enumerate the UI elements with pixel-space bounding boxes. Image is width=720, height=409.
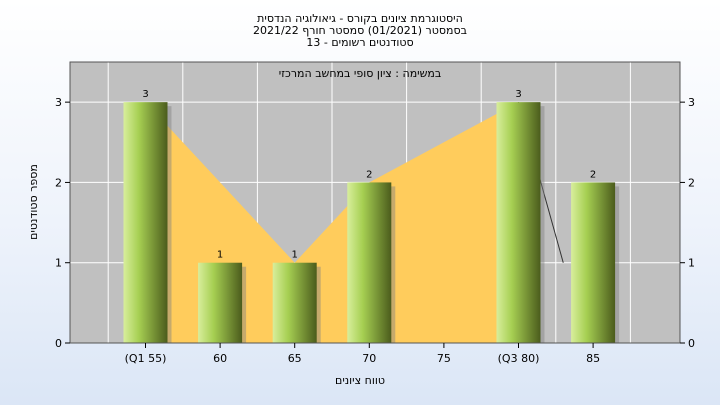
bar-value-label: 3	[515, 89, 521, 100]
bar	[123, 102, 168, 344]
title-line-1: היסטוגרמת ציונים בקורס - גיאולוגיה הנדסי…	[257, 12, 463, 25]
y-axis-label: מספר סטודנטים	[27, 164, 40, 240]
y-tick-label-right: 2	[688, 176, 695, 189]
bar-value-labels: 3 1 1 2 3 2	[142, 89, 596, 261]
bar-value-label: 1	[292, 250, 298, 261]
y-tick-label-left: 2	[55, 176, 62, 189]
y-tick-label-left: 3	[55, 96, 62, 109]
bar	[571, 182, 616, 343]
bar-value-label: 1	[217, 250, 223, 261]
y-tick-label-right: 3	[688, 96, 695, 109]
bar	[272, 262, 317, 343]
x-tick-label: 85	[586, 352, 600, 365]
title-line-2: בסמסטר (01/2021) סמסטר חורף 2021/22	[253, 24, 467, 37]
chart-subtitle: במשימה : ציון סופי במחשב המרכזי	[279, 67, 442, 80]
bar	[347, 182, 392, 343]
bar	[198, 262, 243, 343]
x-tick-label: 75	[437, 352, 451, 365]
chart-title: היסטוגרמת ציונים בקורס - גיאולוגיה הנדסי…	[253, 12, 467, 49]
bar-value-label: 3	[142, 89, 148, 100]
y-tick-label-right: 1	[688, 257, 695, 270]
y-axis-left: 0 1 2 3	[55, 96, 70, 350]
title-line-3: סטודנטים רשומים - 13	[306, 36, 413, 49]
x-axis-label: טווח ציונים	[335, 374, 385, 387]
plot-border	[69, 61, 681, 344]
y-tick-label-right: 0	[688, 337, 695, 350]
x-tick-label: 65	[288, 352, 302, 365]
bar	[496, 102, 541, 344]
y-tick-label-left: 1	[55, 257, 62, 270]
bar-value-label: 2	[366, 169, 372, 180]
x-axis: (Q1 55) 60 65 70 75 (Q3 80) 85	[125, 343, 600, 365]
bar-value-label: 2	[590, 169, 596, 180]
x-tick-label: 60	[213, 352, 227, 365]
x-tick-label: (Q1 55)	[125, 352, 167, 365]
y-axis-right: 0 1 2 3	[680, 96, 695, 350]
bar-series	[123, 102, 620, 344]
y-tick-label-left: 0	[55, 337, 62, 350]
x-tick-label: 70	[362, 352, 376, 365]
x-tick-label: (Q3 80)	[498, 352, 540, 365]
